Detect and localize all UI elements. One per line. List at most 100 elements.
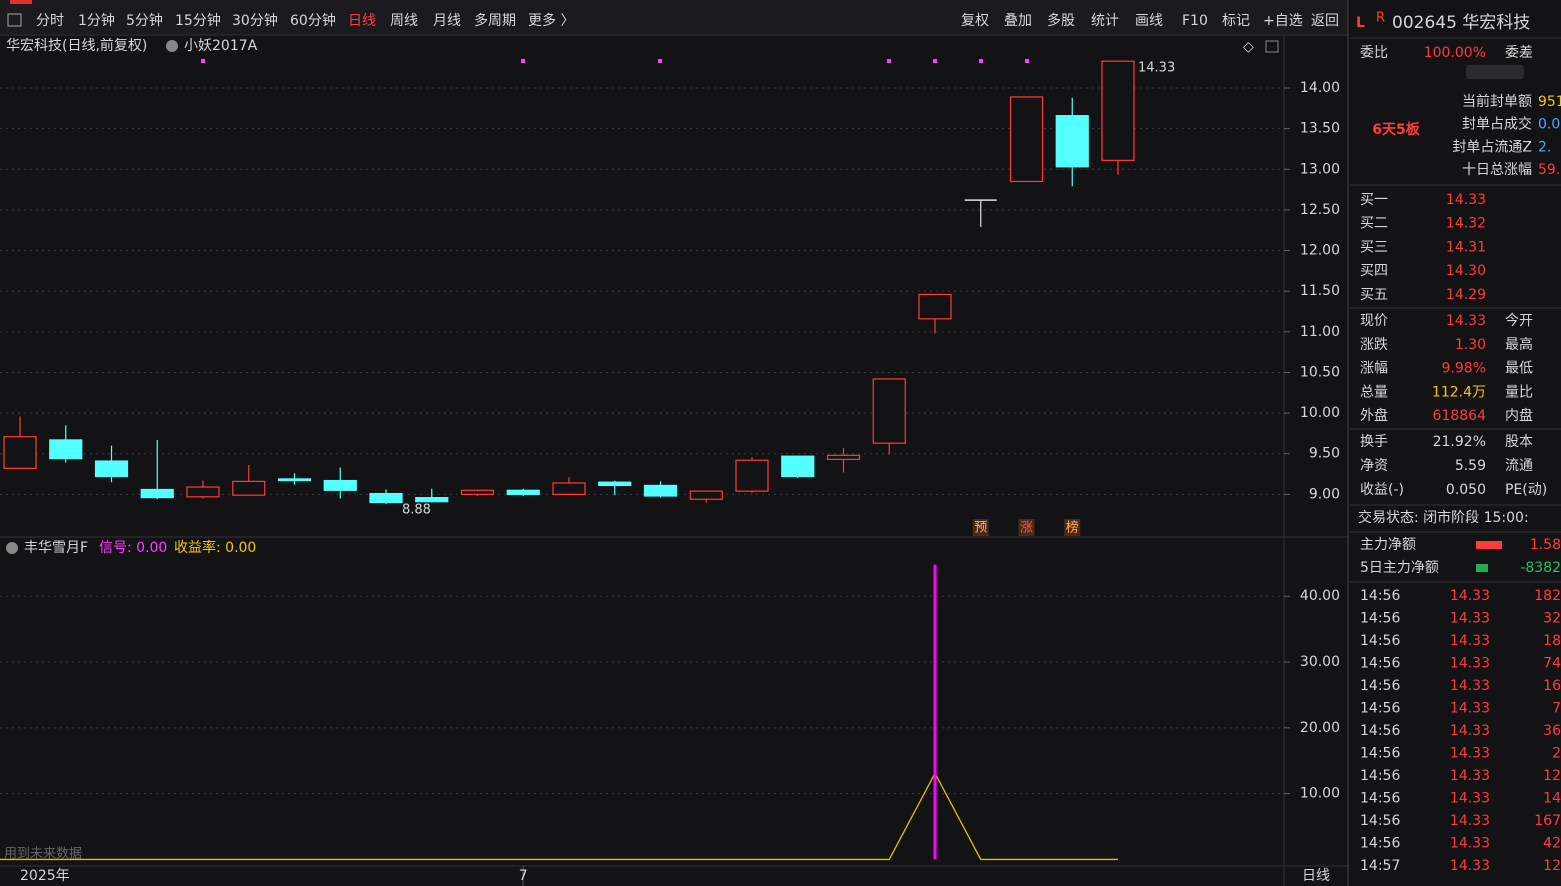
y-tick-label: 11.00 xyxy=(1300,324,1340,340)
toolbar-bg xyxy=(0,0,1348,34)
signal-badge xyxy=(1064,519,1081,536)
signal-text: 榜 xyxy=(1066,520,1079,536)
period-tab[interactable]: 月线 xyxy=(433,13,461,29)
panel-text: 内盘 xyxy=(1505,407,1533,424)
trade-state: 交易状态: 闭市阶段 15:00: xyxy=(1358,509,1529,526)
period-tab[interactable]: 60分钟 xyxy=(290,12,336,29)
candle-body xyxy=(1101,60,1135,161)
period-tab[interactable]: 多周期 xyxy=(474,12,516,29)
panel-text: 量比 xyxy=(1505,384,1533,400)
panel-text: 流通 xyxy=(1505,458,1533,474)
tool-button[interactable]: 复权 xyxy=(961,12,989,29)
candle-body xyxy=(735,459,769,492)
panel-text: 14.33 xyxy=(1450,813,1490,829)
panel-text: 2 xyxy=(1552,746,1561,762)
panel-text: 14.33 xyxy=(1450,656,1490,672)
y-tick-label: 40.00 xyxy=(1300,588,1340,604)
panel-text: 14.33 xyxy=(1450,858,1490,874)
panel-text: 16 xyxy=(1543,678,1561,694)
panel-text: 112.4万 xyxy=(1432,384,1486,400)
candle-body xyxy=(415,497,449,503)
collapse-tab[interactable] xyxy=(1466,65,1524,79)
indicator-icon[interactable] xyxy=(6,542,18,554)
signal-text: 预 xyxy=(974,521,987,536)
tool-button[interactable]: 标记 xyxy=(1222,13,1250,29)
panel-text: 0.050 xyxy=(1446,482,1486,498)
chart-title: 华宏科技(日线,前复权) xyxy=(6,37,147,54)
flag: L xyxy=(1356,15,1365,31)
y-tick-label: 10.00 xyxy=(1300,786,1340,802)
tool-button[interactable]: 多股 xyxy=(1047,12,1075,29)
panel-text: 封单占成交 xyxy=(1462,116,1532,133)
period-tab[interactable]: 1分钟 xyxy=(78,12,115,29)
panel-text: 14 xyxy=(1543,791,1561,807)
panel-text: 今开 xyxy=(1505,313,1533,329)
period-tab[interactable]: 30分钟 xyxy=(232,12,278,29)
signal-label: 信号: 0.00 xyxy=(99,540,167,556)
tool-button[interactable]: 返回 xyxy=(1311,13,1339,29)
panel-text: 涨跌 xyxy=(1360,337,1388,353)
candle-body xyxy=(552,482,586,495)
panel-text: 14.30 xyxy=(1446,263,1486,279)
panel-text: 买五 xyxy=(1360,287,1388,303)
y-tick-label: 10.50 xyxy=(1300,364,1340,380)
period-label: 日线 xyxy=(1302,868,1330,884)
panel-text: 外盘 xyxy=(1360,407,1388,424)
panel-text: 14:56 xyxy=(1360,813,1400,829)
max-label: 14.33 xyxy=(1138,61,1175,76)
panel-text: 14:56 xyxy=(1360,678,1400,694)
panel-text: 14:56 xyxy=(1360,588,1400,604)
panel-text: 2. xyxy=(1538,139,1551,155)
y-tick-label: 11.50 xyxy=(1300,283,1340,299)
panel-text: 14.29 xyxy=(1446,287,1486,303)
tab-indicator xyxy=(10,0,32,4)
flow-bar xyxy=(1476,564,1488,572)
indicator-icon[interactable] xyxy=(166,40,178,52)
candle-body xyxy=(460,489,495,495)
candle-body xyxy=(506,489,540,495)
x-tick-label: 7 xyxy=(519,868,528,884)
panel-text: 买四 xyxy=(1360,263,1388,279)
panel-text: 买三 xyxy=(1360,239,1388,255)
signal-dots xyxy=(201,59,1029,63)
period-tab[interactable]: 分时 xyxy=(36,13,64,29)
y-tick-label: 30.00 xyxy=(1300,654,1340,670)
board-label: 6天5板 xyxy=(1372,121,1420,138)
y-tick-label: 9.00 xyxy=(1309,486,1340,502)
tool-button[interactable]: +自选 xyxy=(1263,13,1303,29)
period-tab[interactable]: 更多 〉 xyxy=(528,12,574,29)
note: 用到未来数据 xyxy=(4,847,82,862)
return-label: 收益率: 0.00 xyxy=(174,539,256,556)
panel-text: 14:56 xyxy=(1360,633,1400,649)
panel-text: 14:56 xyxy=(1360,768,1400,784)
panel-text: 14.33 xyxy=(1446,192,1486,208)
panel-text: 14.33 xyxy=(1450,701,1490,717)
icon[interactable]: ◇ xyxy=(1243,39,1254,55)
panel-text: 18 xyxy=(1543,633,1561,649)
signal-badge xyxy=(1018,519,1035,536)
icon[interactable] xyxy=(1265,40,1279,53)
indicator-name[interactable]: 小妖2017A xyxy=(184,38,258,54)
tool-button[interactable]: 画线 xyxy=(1135,13,1163,29)
tool-button[interactable]: 统计 xyxy=(1091,13,1119,29)
panel-text: 14.33 xyxy=(1450,588,1490,604)
menu-icon[interactable] xyxy=(7,13,22,27)
panel-text: 最高 xyxy=(1505,336,1533,353)
y-tick-label: 20.00 xyxy=(1300,720,1340,736)
flow-bar xyxy=(1476,541,1502,549)
period-tab[interactable]: 5分钟 xyxy=(126,12,163,29)
panel-text: 32 xyxy=(1543,611,1561,627)
tool-button[interactable]: 叠加 xyxy=(1004,13,1032,29)
period-tab[interactable]: 日线 xyxy=(348,13,376,29)
panel-text: 36 xyxy=(1543,723,1561,739)
panel-text: 十日总涨幅 xyxy=(1462,162,1532,178)
panel-text: 现价 xyxy=(1360,313,1388,329)
panel-text: 14.33 xyxy=(1450,768,1490,784)
period-tab[interactable]: 15分钟 xyxy=(175,12,221,29)
panel-text: 14.33 xyxy=(1450,791,1490,807)
panel-text: 最低 xyxy=(1505,361,1533,377)
period-tab[interactable]: 周线 xyxy=(390,13,418,29)
tool-button[interactable]: F10 xyxy=(1182,13,1208,29)
